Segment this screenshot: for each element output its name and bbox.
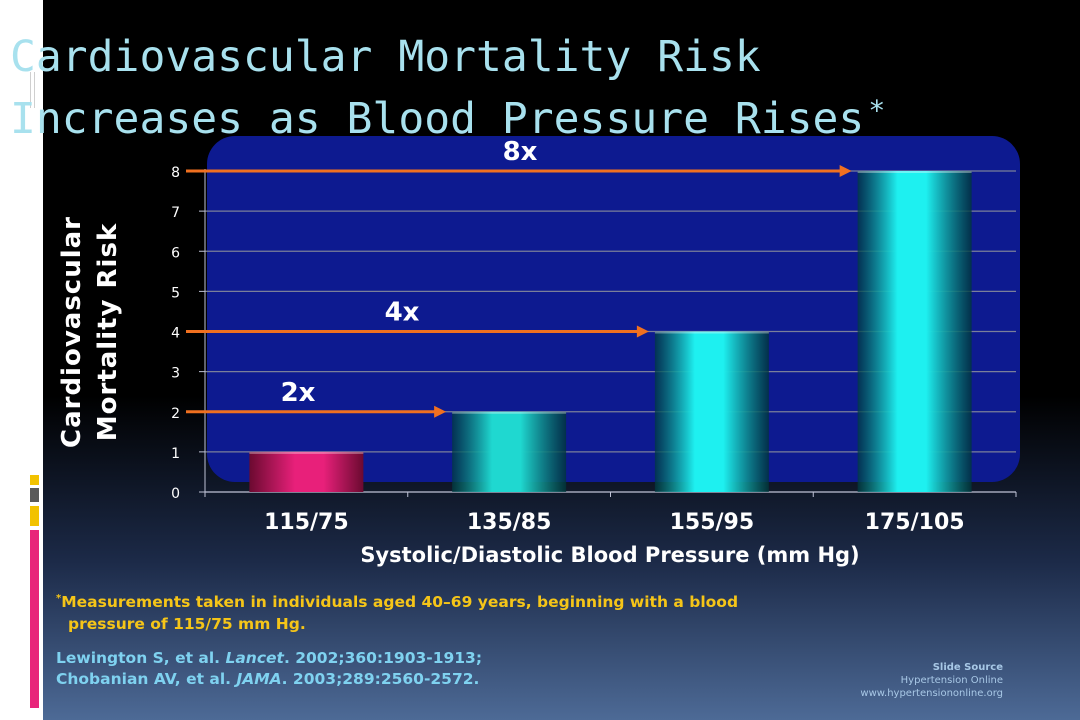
accent-bar-yellow-top (30, 475, 39, 485)
decorative-line (34, 72, 35, 108)
y-tick-label: 4 (171, 326, 180, 342)
y-tick-label: 1 (171, 446, 180, 462)
bar (857, 171, 972, 492)
y-tick-label: 8 (171, 165, 180, 181)
footnote-line-1: Measurements taken in individuals aged 4… (61, 593, 739, 612)
annotation-arrow-head (839, 165, 852, 177)
y-tick-label: 6 (171, 245, 180, 261)
reference-1-author: Lewington S, et al. (56, 649, 226, 667)
reference-1-journal: Lancet (225, 649, 284, 667)
slide-source: Slide Source Hypertension Online www.hyp… (860, 661, 1003, 700)
reference-1-citation: . 2002;360:1903-1913; (283, 649, 483, 667)
x-tick-label: 175/105 (865, 510, 965, 535)
reference-2: Chobanian AV, et al. JAMA. 2003;289:2560… (56, 670, 479, 688)
accent-bar-pink (30, 530, 39, 708)
bar (452, 411, 567, 492)
annotation-label: 4x (385, 298, 420, 328)
annotation-arrow-head (434, 405, 447, 418)
source-url: www.hypertensiononline.org (860, 688, 1003, 699)
accent-bar-yellow (30, 506, 39, 526)
title-line-1: Cardiovascular Mortality Risk (10, 32, 761, 82)
annotation-label: 8x (503, 137, 538, 167)
slide-title: Cardiovascular Mortality Risk Increases … (10, 26, 885, 150)
title-footnote-marker: * (868, 94, 886, 127)
reference-2-journal: JAMA (236, 670, 282, 688)
footnote-marker: * (56, 593, 62, 604)
y-tick-label: 7 (171, 205, 180, 221)
x-tick-label: 155/95 (670, 510, 755, 535)
annotation-arrow-head (636, 325, 649, 338)
bar-top-highlight (249, 451, 364, 454)
y-tick-label: 2 (171, 406, 180, 422)
y-tick-label: 3 (171, 366, 180, 382)
title-line-2: Increases as Blood Pressure Rises (10, 94, 865, 144)
footnote: *Measurements taken in individuals aged … (56, 588, 916, 635)
footnote-line-2: pressure of 115/75 mm Hg. (68, 615, 306, 634)
y-tick-label: 5 (171, 285, 180, 301)
x-tick-label: 115/75 (264, 510, 349, 535)
bar (654, 331, 769, 492)
reference-2-author: Chobanian AV, et al. (56, 670, 237, 688)
x-axis-label: Systolic/Diastolic Blood Pressure (mm Hg… (360, 543, 860, 567)
references: Lewington S, et al. Lancet. 2002;360:190… (56, 648, 482, 690)
reference-1: Lewington S, et al. Lancet. 2002;360:190… (56, 649, 482, 667)
bar-top-highlight (857, 171, 972, 173)
source-heading: Slide Source (932, 662, 1003, 673)
source-name: Hypertension Online (900, 675, 1003, 686)
y-axis-label-text: Cardiovascular Mortality Risk (57, 215, 123, 449)
annotation-label: 2x (281, 378, 316, 408)
bar-top-highlight (452, 411, 567, 414)
accent-bar-gray (30, 488, 39, 502)
y-tick-label: 0 (171, 486, 180, 502)
decorative-line (30, 72, 31, 108)
x-tick-label: 135/85 (467, 510, 552, 535)
bar (249, 451, 364, 492)
bar-top-highlight (654, 331, 769, 334)
reference-2-citation: . 2003;289:2560-2572. (281, 670, 480, 688)
